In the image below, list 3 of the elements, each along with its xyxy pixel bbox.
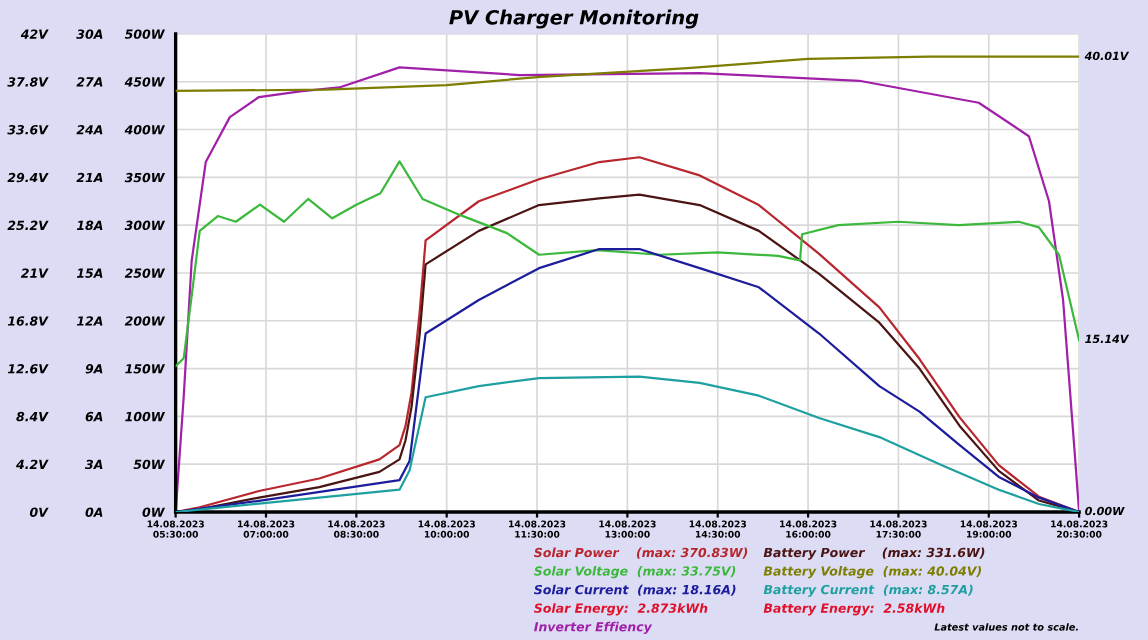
line-series [175,55,1080,92]
chart-title: PV Charger Monitoring [449,9,699,29]
line-series [175,160,1080,368]
